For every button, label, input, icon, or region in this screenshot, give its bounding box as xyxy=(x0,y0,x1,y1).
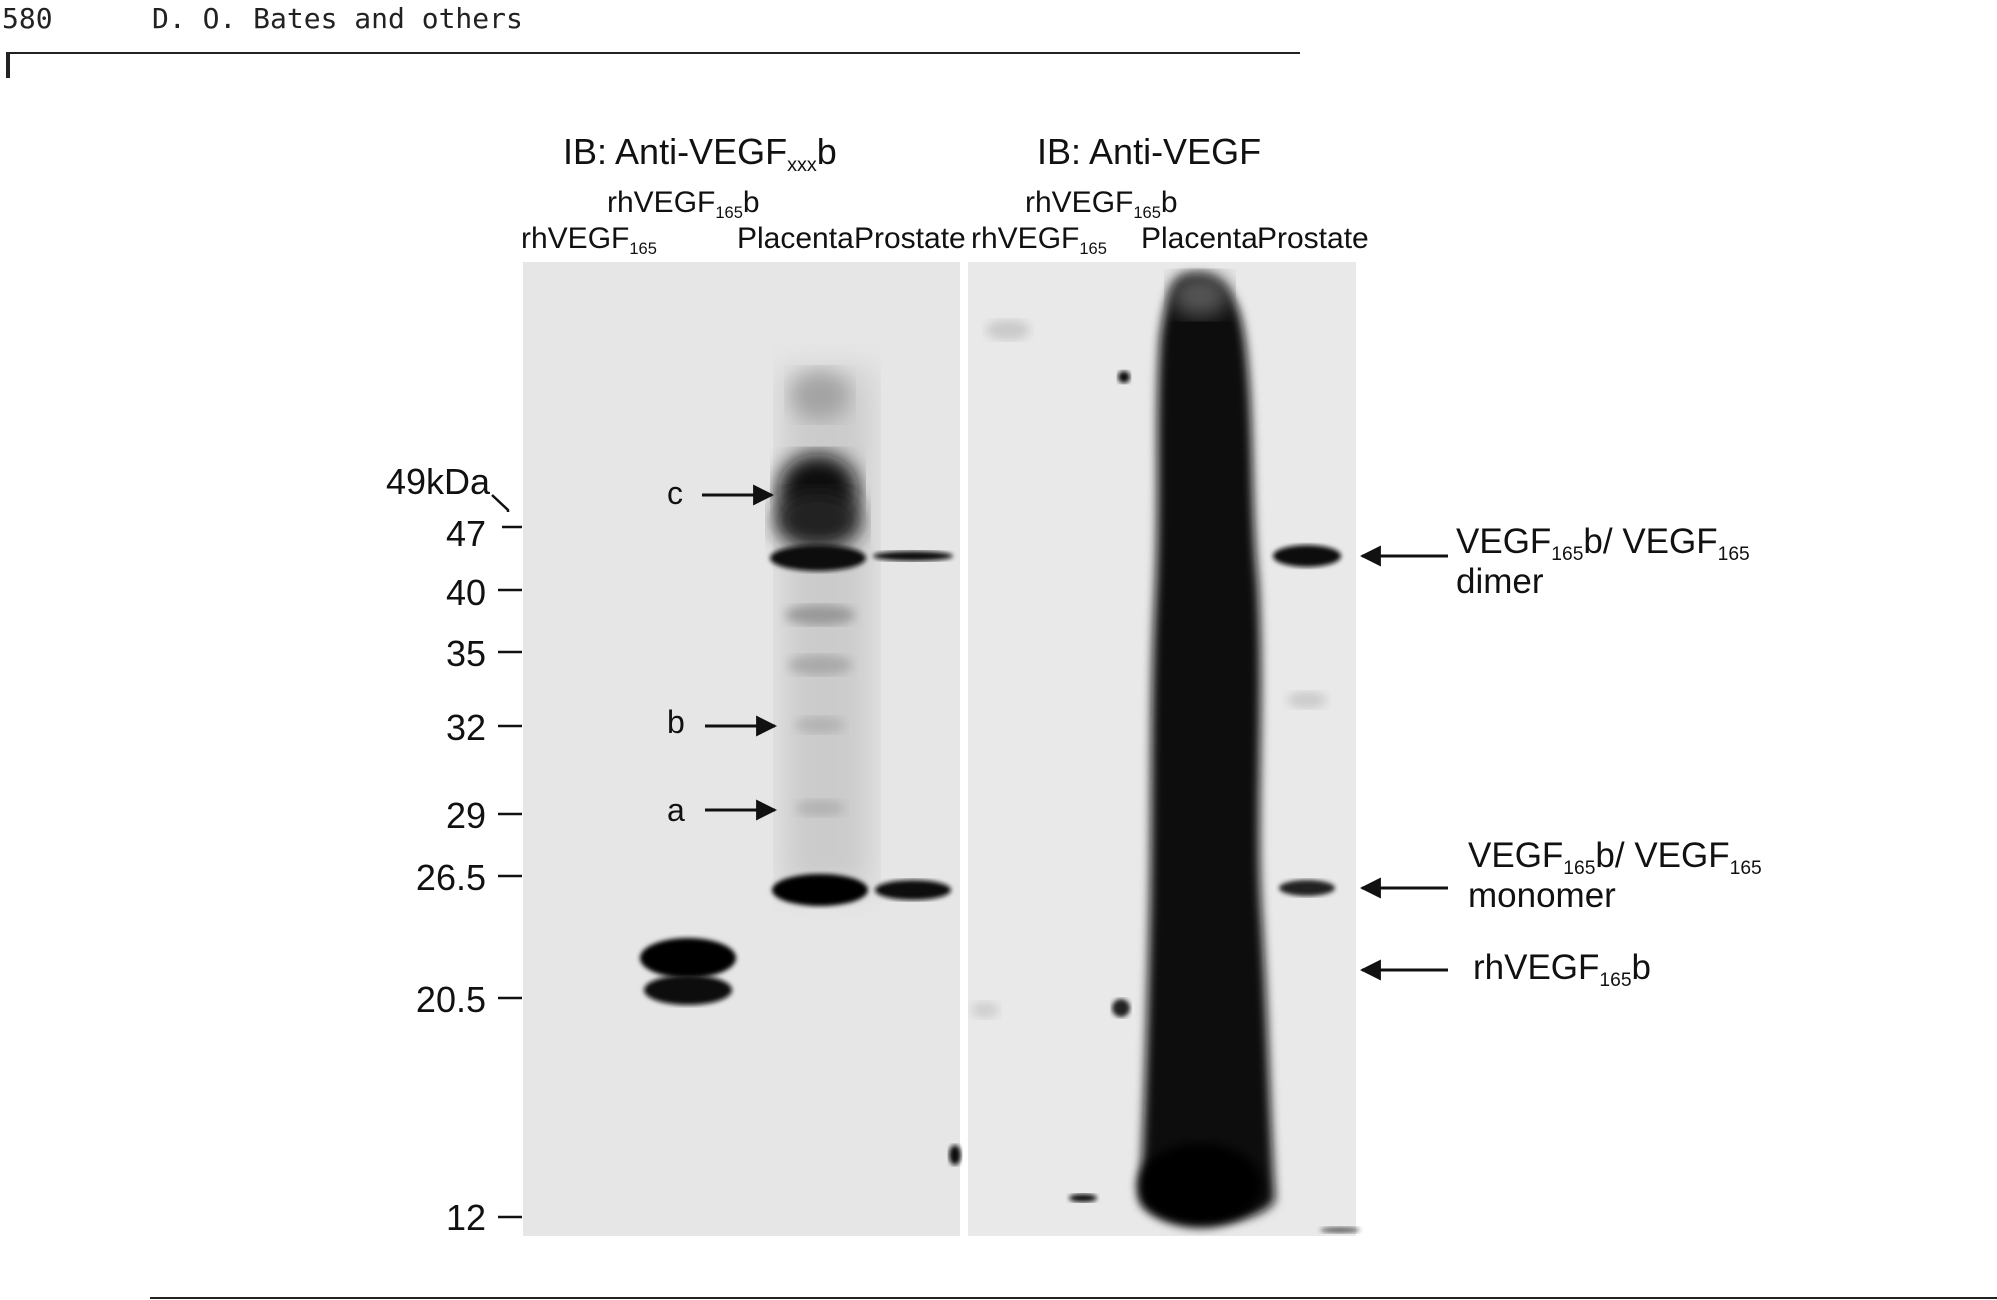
annotation-monomer: VEGF165b/ VEGF165 monomer xyxy=(1468,836,1762,916)
band-label-c: c xyxy=(667,475,683,511)
left-lane-rhvegf165b: rhVEGF165b xyxy=(607,186,760,222)
footer-rule xyxy=(150,1297,1997,1299)
left-blot-title: IB: Anti-VEGFxxxb xyxy=(563,131,837,176)
mw-label-40: 40 xyxy=(445,572,486,613)
left-lane-rhvegf165: rhVEGF165 xyxy=(521,222,657,258)
mw-label-29: 29 xyxy=(445,795,486,836)
right-lane-placenta: Placenta xyxy=(1141,222,1258,255)
mw-ticks xyxy=(491,494,522,1219)
mw-label-35: 35 xyxy=(445,633,486,674)
right-lane-prostate: Prostate xyxy=(1257,222,1369,255)
right-lane-rhvegf165b: rhVEGF165b xyxy=(1025,186,1178,222)
annotation-dimer: VEGF165b/ VEGF165 dimer xyxy=(1456,522,1750,602)
band-label-a: a xyxy=(667,792,685,828)
page-number: 580 xyxy=(2,2,53,35)
right-lane-rhvegf165: rhVEGF165 xyxy=(971,222,1107,258)
left-blot-arrows xyxy=(702,484,778,821)
running-authors: D. O. Bates and others xyxy=(152,2,523,35)
header-rule xyxy=(8,52,1300,54)
mw-label-26-5: 26.5 xyxy=(415,857,486,898)
left-lane-prostate: Prostate xyxy=(854,222,966,255)
annotation-rhvegf165b: rhVEGF165b xyxy=(1473,948,1652,991)
right-blot-title: IB: Anti-VEGF xyxy=(1037,131,1262,172)
band-label-b: b xyxy=(667,704,685,740)
left-blot-membrane xyxy=(523,262,961,1236)
left-lane-placenta: Placenta xyxy=(737,222,854,255)
mw-label-32: 32 xyxy=(445,707,486,748)
mw-label-20-5: 20.5 xyxy=(415,979,486,1020)
mw-label-49kda: 49kDa xyxy=(385,461,490,502)
header-corner-mark xyxy=(6,52,10,78)
right-blot-membrane xyxy=(968,262,1360,1236)
mw-label-47: 47 xyxy=(445,513,486,554)
mw-label-12: 12 xyxy=(445,1197,486,1238)
right-blot-arrows xyxy=(1359,545,1448,981)
